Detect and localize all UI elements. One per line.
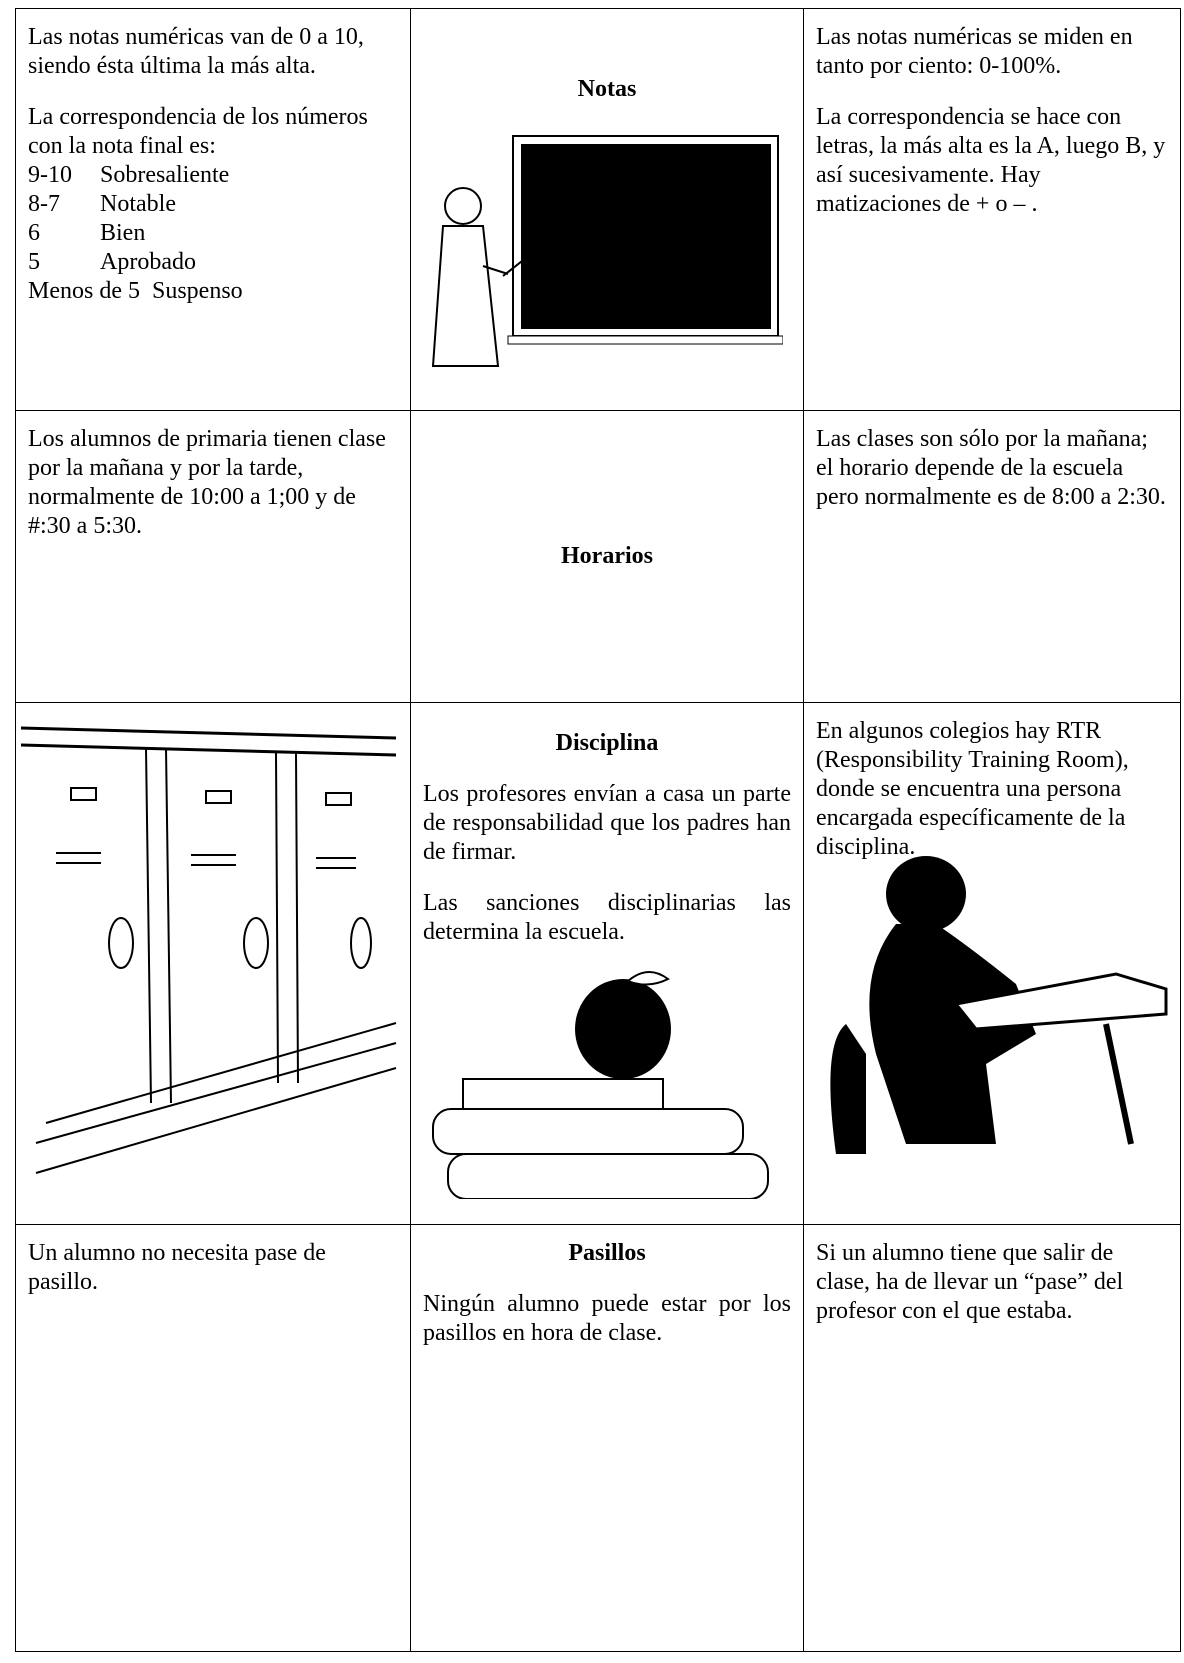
- text: Las notas numéricas se miden en tanto po…: [816, 24, 1133, 79]
- text: La correspondencia se hace con letras, l…: [816, 104, 1166, 217]
- apple-books-illustration: [432, 971, 769, 1199]
- grade-label: Bien: [100, 220, 146, 246]
- grade-range: Menos de 5: [28, 278, 140, 304]
- cell: En algunos colegios hay RTR (Responsibil…: [803, 702, 1181, 1225]
- grade-label: Notable: [100, 191, 176, 217]
- cell: Las notas numéricas se miden en tanto po…: [803, 8, 1181, 411]
- text: Las clases son sólo por la mañana; el ho…: [816, 426, 1166, 510]
- text: Las notas numéricas van de 0 a 10, siend…: [28, 24, 364, 79]
- text: Un alumno no necesita pase de pasillo.: [28, 1240, 326, 1295]
- row: Un alumno no necesita pase de pasillo. P…: [15, 1224, 1181, 1652]
- heading: Disciplina: [555, 730, 659, 756]
- grade-label: Sobresaliente: [100, 162, 230, 188]
- cell: Disciplina Los profesores envían a casa …: [410, 702, 804, 1225]
- cell: Horarios: [410, 410, 804, 703]
- grade-label: Suspenso: [151, 278, 243, 304]
- heading: Notas: [577, 76, 637, 102]
- grade-row: 9-10 Sobresaliente: [28, 161, 398, 190]
- grade-range: 9-10: [28, 162, 72, 188]
- cell: Las notas numéricas van de 0 a 10, siend…: [15, 8, 411, 411]
- text: Si un alumno tiene que salir de clase, h…: [816, 1240, 1124, 1324]
- text: Las sanciones disciplinarias las determi…: [423, 890, 791, 945]
- row: Los alumnos de primaria tienen clase por…: [15, 410, 1181, 703]
- grade-row: 6 Bien: [28, 219, 398, 248]
- row: Las notas numéricas van de 0 a 10, siend…: [15, 8, 1181, 411]
- student-silhouette-illustration: [830, 856, 1168, 1154]
- grade-row: 8-7 Notable: [28, 190, 398, 219]
- lockers-illustration: [20, 726, 397, 1174]
- text: Los profesores envían a casa un parte de…: [423, 781, 791, 865]
- heading: Pasillos: [568, 1240, 646, 1266]
- heading: Horarios: [561, 543, 653, 569]
- grade-range: 5: [28, 249, 40, 275]
- grade-label: Aprobado: [100, 249, 196, 275]
- text: Ningún alumno puede estar por los pasill…: [423, 1291, 791, 1346]
- grade-list: 9-10 Sobresaliente 8-7 Notable 6 Bien 5 Aprobad…: [28, 161, 398, 306]
- grade-row: 5 Aprobado: [28, 248, 398, 277]
- grade-range: 8-7: [28, 191, 60, 217]
- grade-row: Menos de 5 Suspenso: [28, 277, 398, 306]
- cell: [15, 702, 411, 1225]
- teacher-blackboard-illustration: [431, 135, 783, 367]
- comparison-table: Las notas numéricas van de 0 a 10, siend…: [15, 8, 1181, 1652]
- grade-range: 6: [28, 220, 40, 246]
- row: Disciplina Los profesores envían a casa …: [15, 702, 1181, 1225]
- cell: Si un alumno tiene que salir de clase, h…: [803, 1224, 1181, 1652]
- text: La correspondencia de los números con la…: [28, 104, 368, 159]
- text: En algunos colegios hay RTR (Responsibil…: [816, 718, 1129, 860]
- cell: Las clases son sólo por la mañana; el ho…: [803, 410, 1181, 703]
- text: Los alumnos de primaria tienen clase por…: [28, 426, 386, 539]
- cell: Pasillos Ningún alumno puede estar por l…: [410, 1224, 804, 1652]
- cell: Un alumno no necesita pase de pasillo.: [15, 1224, 411, 1652]
- cell: Notas: [410, 8, 804, 411]
- cell: Los alumnos de primaria tienen clase por…: [15, 410, 411, 703]
